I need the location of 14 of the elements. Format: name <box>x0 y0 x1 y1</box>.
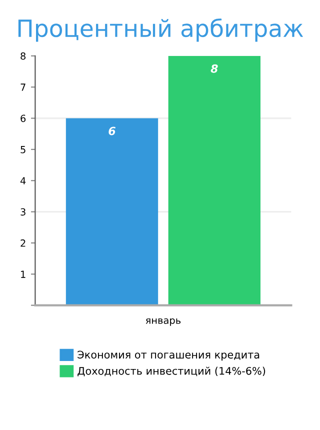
legend-label: Доходность инвестиций (14%-6%) <box>78 366 266 376</box>
y-tick-label: 7 <box>20 84 26 91</box>
y-tick-label: 2 <box>20 239 26 247</box>
x-tick-label: январь <box>146 318 181 326</box>
data-label: 8 <box>210 64 218 73</box>
y-tick-label: 8 <box>20 52 26 60</box>
data-label: 6 <box>108 126 116 136</box>
y-tick-label: 5 <box>20 146 26 154</box>
y-tick-label: 3 <box>20 208 26 216</box>
chart-title: Процентный арбитраж <box>18 18 304 42</box>
legend-label: Экономия от погашения кредита <box>78 350 260 361</box>
y-tick-label: 1 <box>21 270 26 278</box>
y-tick-label: 6 <box>20 114 26 122</box>
y-tick-label: 4 <box>20 177 26 184</box>
